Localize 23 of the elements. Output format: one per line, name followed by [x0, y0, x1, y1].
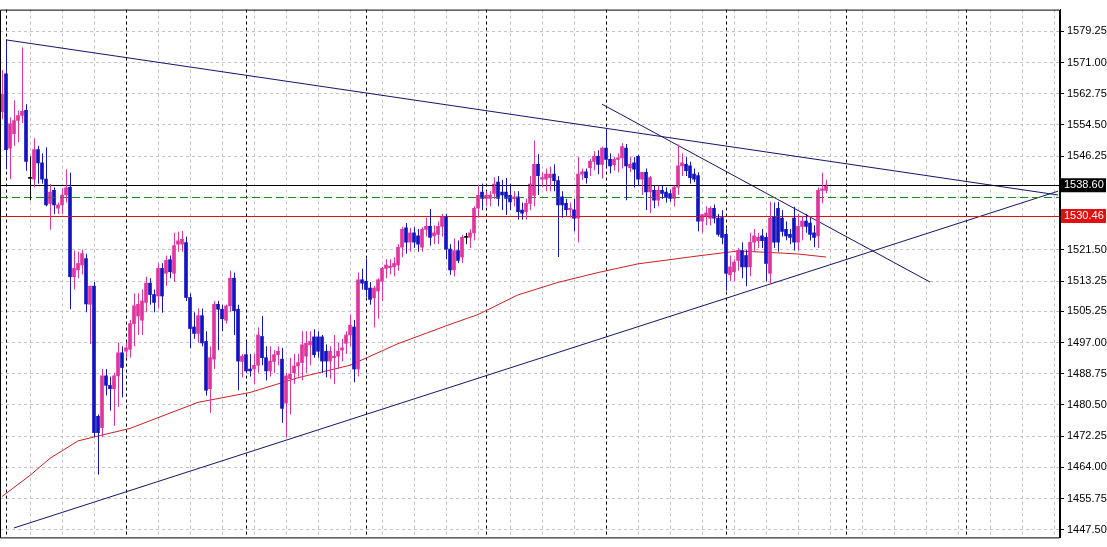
candlestick [216, 300, 220, 351]
y-tick-label: 1480.50 [1067, 398, 1107, 411]
ref-line-label: 1530.46 [1064, 208, 1104, 221]
candlestick [668, 188, 672, 203]
y-tick-label: 1455.75 [1067, 491, 1107, 504]
ref-line-label: 1538.60 [1064, 178, 1104, 191]
y-tick-label: 1554.50 [1067, 118, 1107, 131]
y-tick-label: 1447.50 [1067, 522, 1107, 535]
y-tick-label: 1505.25 [1067, 304, 1107, 317]
y-tick-label: 1464.00 [1067, 460, 1107, 473]
y-tick-label: 1546.25 [1067, 149, 1107, 162]
y-tick-label: 1562.75 [1067, 86, 1107, 99]
candlestick [660, 184, 664, 200]
candlestick [180, 230, 184, 253]
y-tick-label: 1472.25 [1067, 429, 1107, 442]
candlestick [432, 224, 436, 245]
y-tick-label: 1513.25 [1067, 274, 1107, 287]
y-tick-label: 1579.25 [1067, 24, 1107, 37]
y-tick-label: 1571.00 [1067, 55, 1107, 68]
y-tick-label: 1521.50 [1067, 242, 1107, 255]
y-tick-label: 1488.75 [1067, 366, 1107, 379]
y-tick-label: 1497.00 [1067, 335, 1107, 348]
candlestick [464, 232, 468, 245]
